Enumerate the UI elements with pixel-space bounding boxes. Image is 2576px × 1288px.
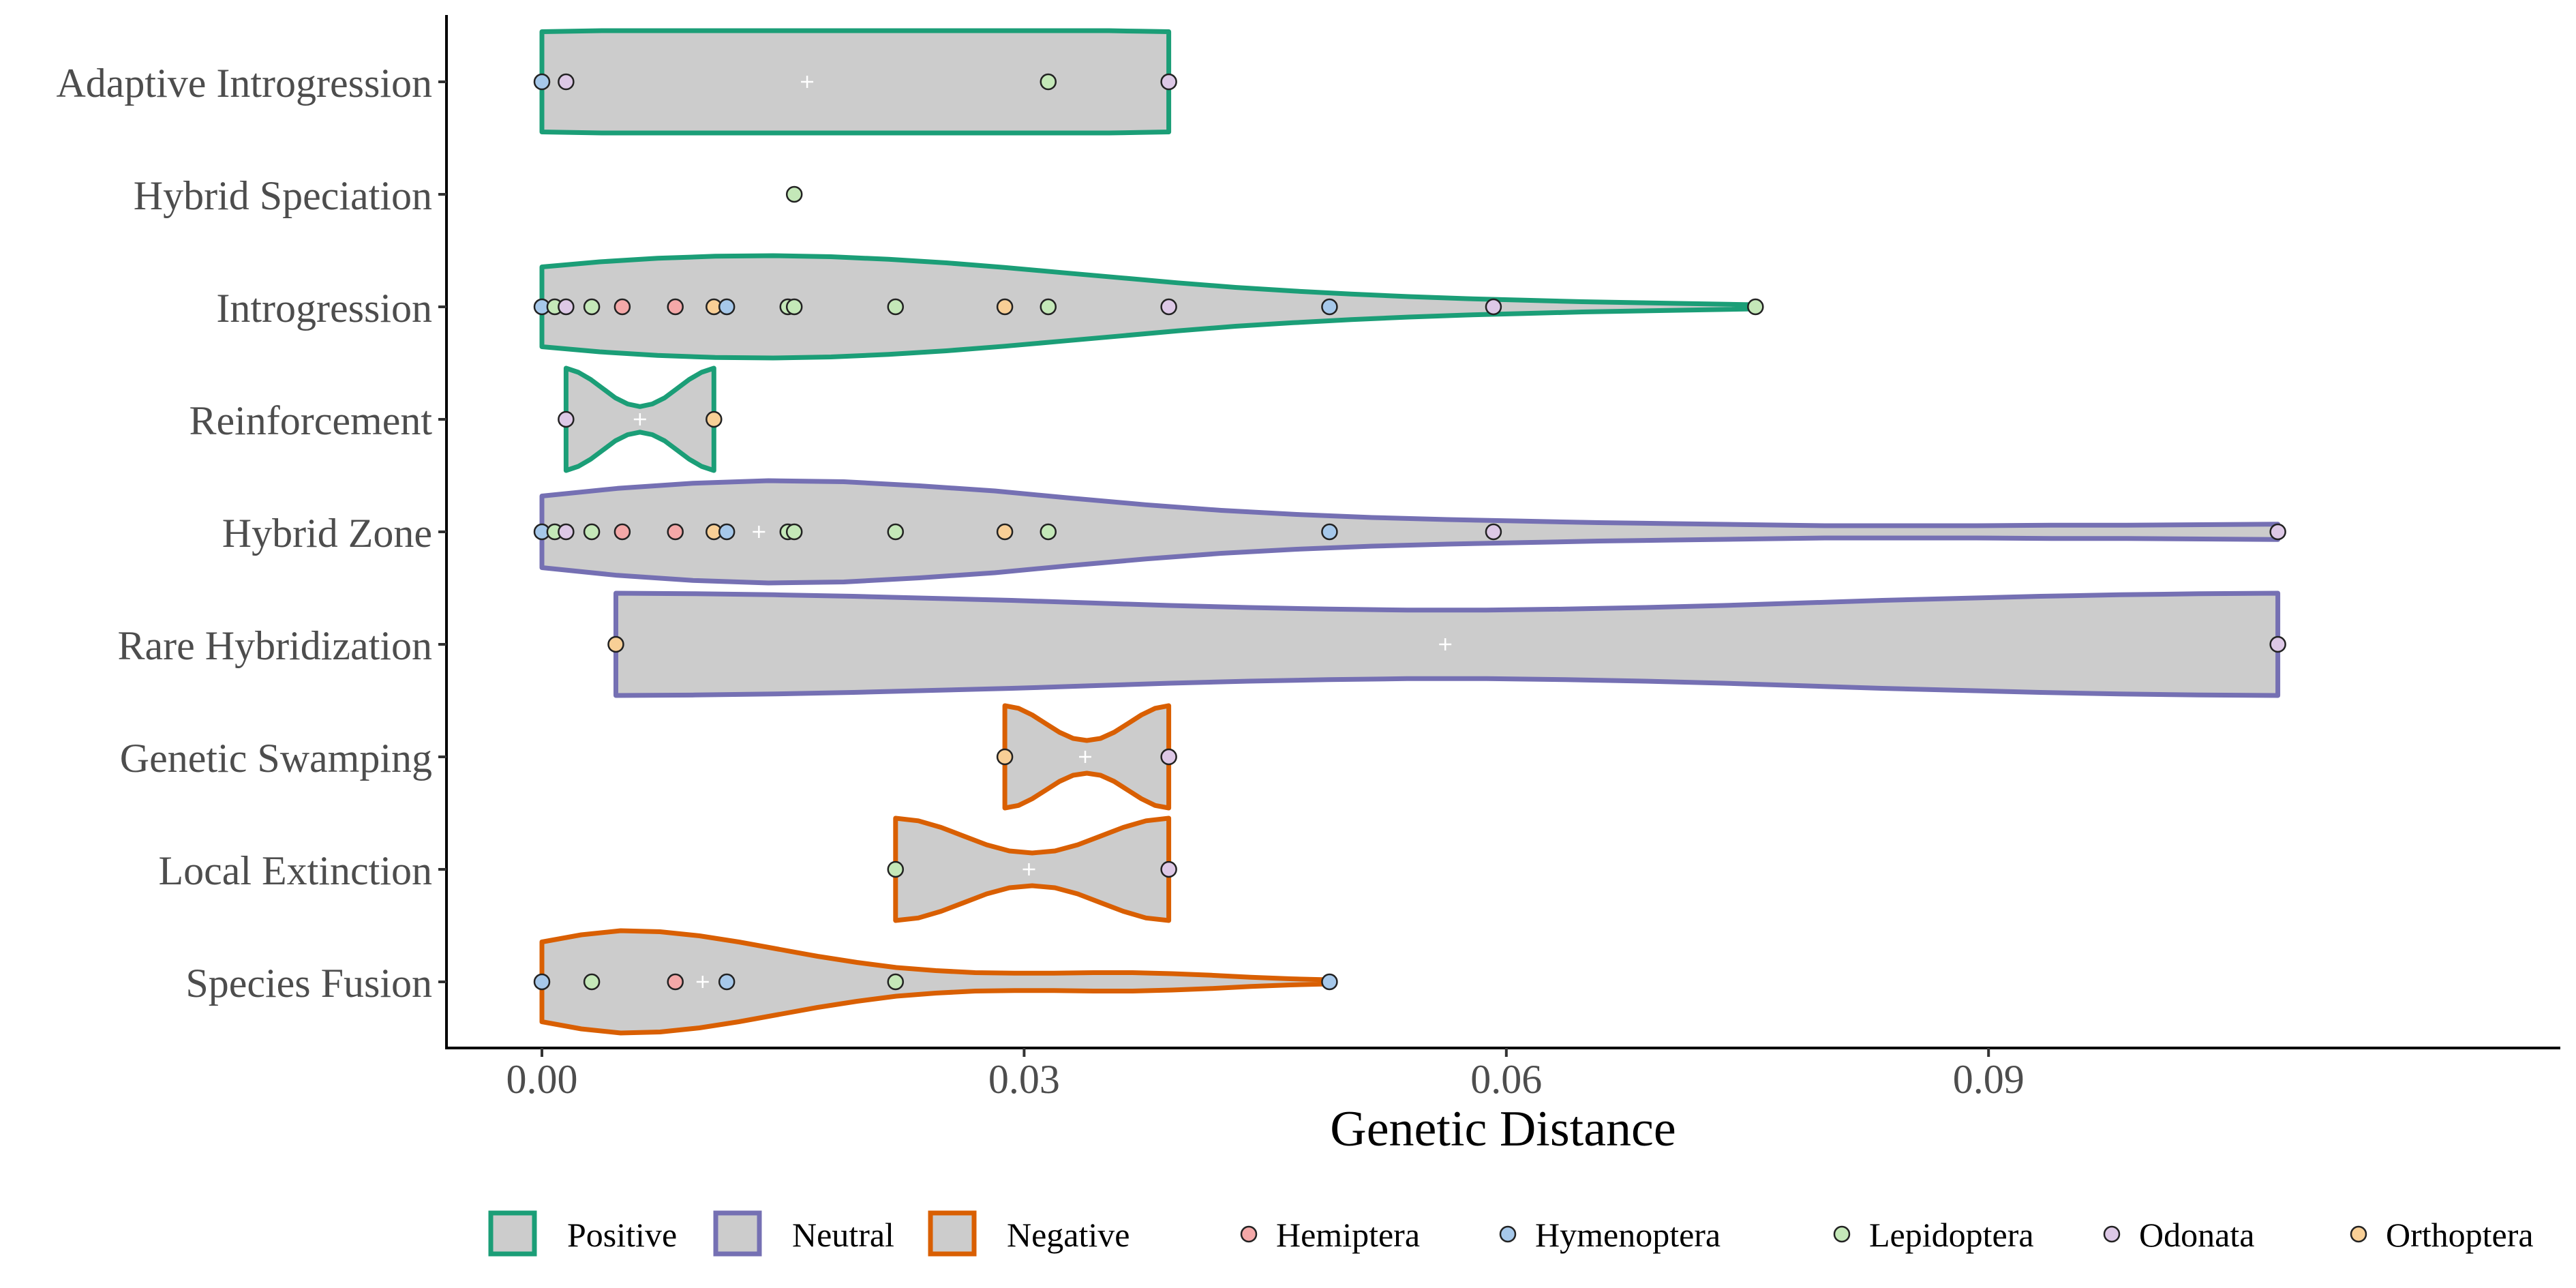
y-label-species-fusion: Species Fusion [185,961,432,1006]
legend-key-neutral [713,1210,762,1257]
legend-label-positive: Positive [567,1216,677,1254]
point-hybrid-zone-hymenoptera-13 [1321,523,1338,541]
mean-marker-genetic-swamping [1079,751,1091,763]
point-rare-hybridization-odonata-1 [2269,635,2286,653]
legend: Positive Neutral Negative Hemiptera Hymenopt… [488,1210,2534,1257]
point-introgression-lepidoptera-3 [583,298,601,316]
violin-adaptive-introgression [539,28,1172,136]
y-label-local-extinction: Local Extinction [158,848,432,893]
y-tick-labels: Adaptive Introgression Hybrid Speciation I… [56,61,446,1006]
point-introgression-hemiptera-4 [613,298,631,316]
legend-key-odonata [2103,1225,2121,1243]
point-introgression-orthoptera-11 [996,298,1014,316]
point-introgression-hymenoptera-7 [718,298,736,316]
point-hybrid-zone-lepidoptera-10 [887,523,905,541]
y-label-adaptive-introgression: Adaptive Introgression [56,61,432,106]
y-label-hybrid-zone: Hybrid Zone [222,511,432,556]
point-reinforcement-odonata-0 [558,410,575,428]
point-adaptive-introgression-lepidoptera-2 [1040,73,1057,91]
point-genetic-swamping-orthoptera-0 [996,748,1014,766]
point-hybrid-zone-lepidoptera-12 [1040,523,1057,541]
point-adaptive-introgression-hymenoptera-0 [533,73,551,91]
mean-marker-rare-hybridization [1439,638,1452,650]
point-adaptive-introgression-odonata-1 [558,73,575,91]
point-introgression-odonata-2 [558,298,575,316]
point-layer [533,73,2286,991]
point-introgression-hymenoptera-14 [1321,298,1338,316]
y-label-rare-hybridization: Rare Hybridization [117,623,432,668]
point-introgression-lepidoptera-9 [785,298,803,316]
point-hybrid-speciation-lepidoptera-0 [785,185,803,203]
point-introgression-hemiptera-5 [667,298,684,316]
point-hybrid-zone-odonata-15 [2269,523,2286,541]
x-axis-title: Genetic Distance [1330,1101,1676,1157]
legend-key-positive [488,1210,537,1257]
point-species-fusion-hymenoptera-5 [1321,973,1338,991]
x-tick-label-2: 0.06 [1470,1057,1542,1102]
point-hybrid-zone-odonata-14 [1485,523,1502,541]
point-introgression-odonata-15 [1485,298,1502,316]
point-species-fusion-hymenoptera-3 [718,973,736,991]
mean-marker-hybrid-zone [753,526,766,538]
legend-key-hymenoptera [1499,1225,1517,1243]
point-hybrid-zone-hemiptera-4 [613,523,631,541]
x-tick-label-1: 0.03 [988,1057,1060,1102]
point-species-fusion-hemiptera-2 [667,973,684,991]
legend-key-lepidoptera [1833,1225,1851,1243]
x-tick-label-0: 0.00 [506,1057,578,1102]
point-introgression-lepidoptera-10 [887,298,905,316]
y-label-genetic-swamping: Genetic Swamping [120,736,432,781]
legend-label-negative: Negative [1007,1216,1130,1254]
x-ticks: 0.00 0.03 0.06 0.09 [506,1048,2025,1102]
point-species-fusion-lepidoptera-4 [887,973,905,991]
legend-label-neutral: Neutral [792,1216,894,1254]
point-introgression-lepidoptera-16 [1747,298,1764,316]
point-introgression-lepidoptera-12 [1040,298,1057,316]
point-hybrid-zone-orthoptera-11 [996,523,1014,541]
point-adaptive-introgression-odonata-3 [1160,73,1177,91]
y-label-hybrid-speciation: Hybrid Speciation [134,173,432,218]
legend-key-negative [928,1210,977,1257]
point-introgression-odonata-13 [1160,298,1177,316]
legend-key-orthoptera [2350,1225,2367,1243]
point-species-fusion-hymenoptera-0 [533,973,551,991]
point-genetic-swamping-odonata-1 [1160,748,1177,766]
legend-key-hemiptera [1240,1225,1258,1243]
legend-label-orthoptera: Orthoptera [2386,1216,2534,1254]
legend-label-hymenoptera: Hymenoptera [1535,1216,1721,1254]
point-hybrid-zone-hymenoptera-7 [718,523,736,541]
point-hybrid-zone-lepidoptera-3 [583,523,601,541]
x-tick-label-3: 0.09 [1953,1057,2025,1102]
mean-marker-reinforcement [633,413,646,425]
y-label-reinforcement: Reinforcement [189,398,432,443]
mean-marker-adaptive-introgression [801,76,814,88]
point-hybrid-zone-lepidoptera-9 [785,523,803,541]
point-rare-hybridization-orthoptera-0 [607,635,624,653]
point-hybrid-zone-hemiptera-5 [667,523,684,541]
legend-label-hemiptera: Hemiptera [1276,1216,1420,1254]
point-local-extinction-odonata-1 [1160,860,1177,878]
point-hybrid-zone-odonata-2 [558,523,575,541]
point-reinforcement-orthoptera-1 [706,410,723,428]
legend-label-lepidoptera: Lepidoptera [1869,1216,2034,1254]
mean-marker-species-fusion [696,976,709,988]
point-species-fusion-lepidoptera-1 [583,973,601,991]
mean-marker-local-extinction [1022,863,1035,875]
point-local-extinction-lepidoptera-0 [887,860,905,878]
y-label-introgression: Introgression [216,286,432,331]
legend-label-odonata: Odonata [2139,1216,2254,1254]
